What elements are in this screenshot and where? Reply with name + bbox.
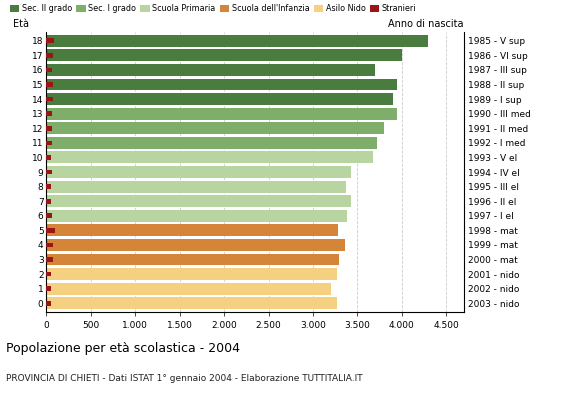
Bar [46, 122, 384, 134]
Bar [46, 242, 53, 247]
Bar [46, 152, 374, 163]
Bar [46, 126, 52, 130]
Bar [46, 53, 53, 58]
Legend: Sec. II grado, Sec. I grado, Scuola Primaria, Scuola dell'Infanzia, Asilo Nido, : Sec. II grado, Sec. I grado, Scuola Prim… [10, 4, 416, 13]
Bar [46, 214, 52, 218]
Bar [46, 297, 337, 309]
Bar [46, 199, 51, 204]
Bar [46, 137, 377, 149]
Bar [46, 155, 51, 160]
Bar [46, 82, 53, 87]
Bar [46, 210, 347, 222]
Bar [46, 108, 397, 120]
Bar [46, 286, 51, 291]
Text: Anno di nascita: Anno di nascita [389, 19, 464, 29]
Bar [46, 224, 338, 236]
Bar [46, 49, 402, 61]
Text: PROVINCIA DI CHIETI - Dati ISTAT 1° gennaio 2004 - Elaborazione TUTTITALIA.IT: PROVINCIA DI CHIETI - Dati ISTAT 1° genn… [6, 374, 362, 383]
Bar [46, 239, 345, 251]
Bar [46, 254, 339, 266]
Bar [46, 184, 51, 189]
Text: Età: Età [13, 19, 29, 29]
Bar [46, 181, 346, 192]
Bar [46, 140, 52, 145]
Bar [46, 228, 55, 233]
Bar [46, 111, 52, 116]
Bar [46, 166, 351, 178]
Bar [46, 170, 52, 174]
Bar [46, 97, 53, 102]
Bar [46, 35, 429, 47]
Bar [46, 268, 337, 280]
Bar [46, 283, 331, 295]
Bar [46, 93, 393, 105]
Bar [46, 272, 51, 276]
Bar [46, 257, 53, 262]
Bar [46, 68, 52, 72]
Bar [46, 195, 351, 207]
Text: Popolazione per età scolastica - 2004: Popolazione per età scolastica - 2004 [6, 342, 240, 355]
Bar [46, 78, 397, 90]
Bar [46, 301, 51, 306]
Bar [46, 38, 53, 43]
Bar [46, 64, 375, 76]
